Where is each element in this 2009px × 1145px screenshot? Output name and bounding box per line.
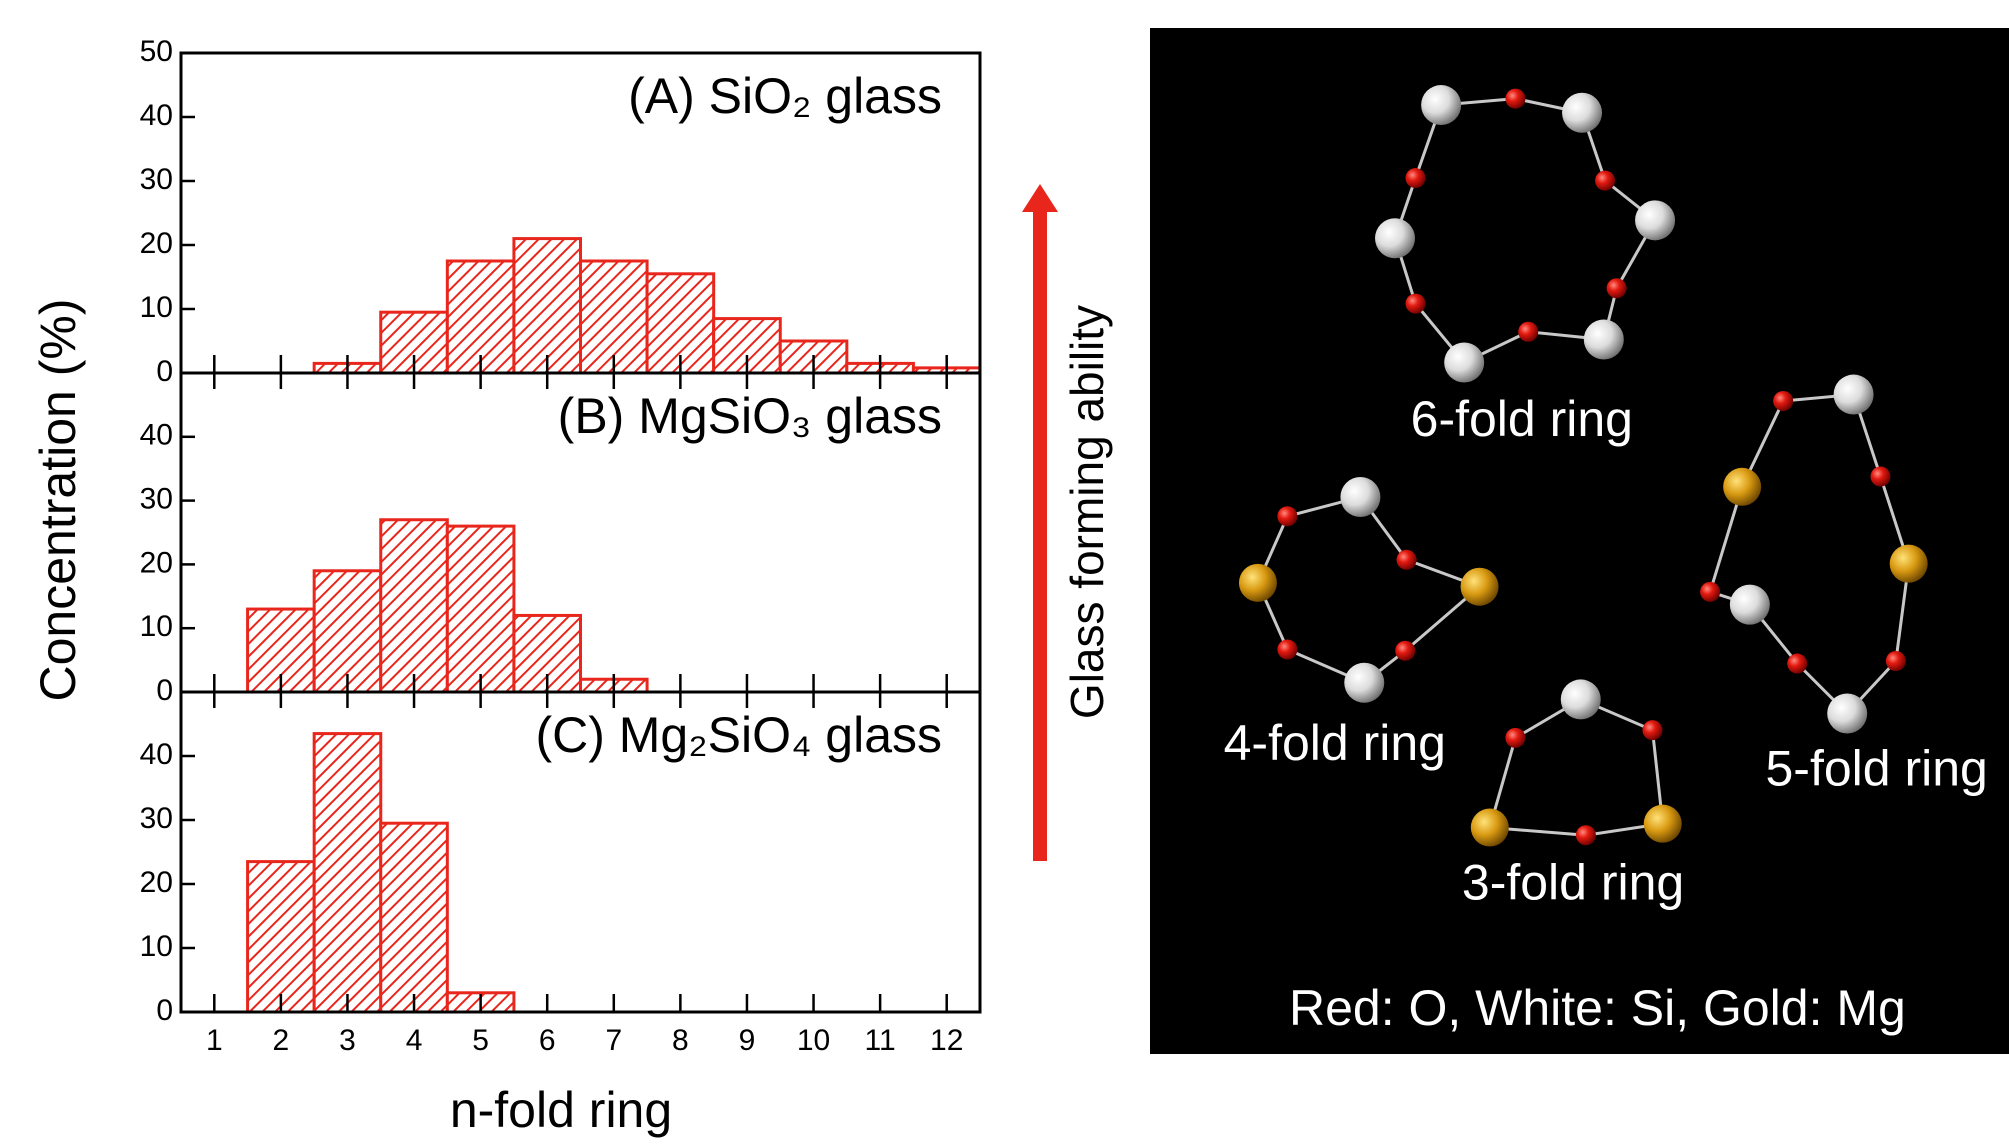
atom-si — [1561, 679, 1601, 719]
bar — [314, 734, 381, 1012]
y-tick-label: 30 — [140, 163, 173, 196]
atom-o — [1700, 582, 1720, 602]
atom-o — [1406, 294, 1426, 314]
atom-o — [1773, 391, 1793, 411]
x-tick-label: 9 — [739, 1024, 756, 1057]
bar — [314, 571, 381, 692]
x-tick-label: 5 — [472, 1024, 489, 1057]
bar — [248, 862, 315, 1012]
atom-o — [1642, 720, 1662, 740]
y-tick-label: 20 — [140, 227, 173, 260]
atom-o — [1505, 728, 1525, 748]
atom-si — [1421, 85, 1461, 125]
atom-si — [1584, 319, 1624, 359]
atom-o — [1787, 654, 1807, 674]
atom-mg — [1461, 568, 1499, 606]
atom-si — [1340, 477, 1380, 517]
atom-si — [1375, 218, 1415, 258]
atom-si — [1834, 375, 1874, 415]
chart-title: (B) MgSiO₃ glass — [558, 388, 942, 444]
atom-mg — [1890, 545, 1928, 583]
y-tick-label: 0 — [156, 674, 173, 707]
y-tick-label: 30 — [140, 802, 173, 835]
atom-o — [1277, 639, 1297, 659]
chart-title: (C) Mg₂SiO₄ glass — [535, 707, 942, 763]
y-tick-label: 40 — [140, 419, 173, 452]
y-axis-label: Concentration (%) — [30, 299, 86, 702]
atom-o — [1505, 89, 1525, 109]
ring-label: 4-fold ring — [1224, 715, 1446, 771]
y-tick-label: 20 — [140, 866, 173, 899]
x-tick-label: 2 — [273, 1024, 290, 1057]
y-tick-label: 40 — [140, 738, 173, 771]
y-tick-label: 10 — [140, 291, 173, 324]
atom-mg — [1723, 468, 1761, 506]
atom-si — [1827, 694, 1867, 734]
arrow-head — [1022, 184, 1058, 212]
y-tick-label: 40 — [140, 99, 173, 132]
atom-si — [1635, 200, 1675, 240]
arrow-label: Glass forming ability — [1061, 305, 1113, 719]
x-tick-label: 10 — [797, 1024, 830, 1057]
x-tick-label: 4 — [406, 1024, 423, 1057]
atom-si — [1562, 93, 1602, 133]
atom-mg — [1471, 809, 1509, 847]
figure: Glass forming ability 6-fold ring 4-fold … — [0, 0, 2009, 1145]
bar — [447, 526, 514, 692]
atom-o — [1607, 278, 1627, 298]
y-tick-label: 10 — [140, 610, 173, 643]
x-tick-label: 11 — [865, 1024, 896, 1057]
y-tick-label: 50 — [140, 35, 173, 68]
atom-si — [1730, 585, 1770, 625]
atom-mg — [1239, 564, 1277, 602]
bar — [381, 823, 448, 1012]
y-tick-label: 0 — [156, 355, 173, 388]
x-tick-label: 1 — [206, 1024, 223, 1057]
atom-o — [1595, 171, 1615, 191]
ring-label: 6-fold ring — [1411, 391, 1633, 447]
y-tick-label: 30 — [140, 483, 173, 516]
atom-o — [1871, 467, 1891, 487]
x-tick-label: 6 — [539, 1024, 556, 1057]
ring-label: 5-fold ring — [1765, 741, 1987, 797]
atom-o — [1406, 168, 1426, 188]
ring-label: 3-fold ring — [1462, 855, 1684, 911]
atom-si — [1344, 663, 1384, 703]
y-tick-label: 0 — [156, 994, 173, 1027]
bar — [514, 239, 581, 373]
atom-si — [1444, 343, 1484, 383]
atom-o — [1886, 651, 1906, 671]
atom-o — [1395, 641, 1415, 661]
x-tick-label: 12 — [930, 1024, 963, 1057]
element-legend: Red: O, White: Si, Gold: Mg — [1289, 980, 1906, 1036]
x-tick-label: 3 — [339, 1024, 356, 1057]
atom-o — [1397, 550, 1417, 570]
atom-o — [1518, 322, 1538, 342]
bar — [381, 520, 448, 692]
chart-title: (A) SiO₂ glass — [628, 68, 942, 124]
atom-o — [1277, 506, 1297, 526]
x-tick-label: 7 — [605, 1024, 622, 1057]
y-tick-label: 10 — [140, 930, 173, 963]
y-tick-label: 20 — [140, 546, 173, 579]
x-tick-label: 8 — [672, 1024, 689, 1057]
x-axis-label: n-fold ring — [450, 1082, 672, 1138]
atom-mg — [1644, 805, 1682, 843]
atom-o — [1576, 825, 1596, 845]
